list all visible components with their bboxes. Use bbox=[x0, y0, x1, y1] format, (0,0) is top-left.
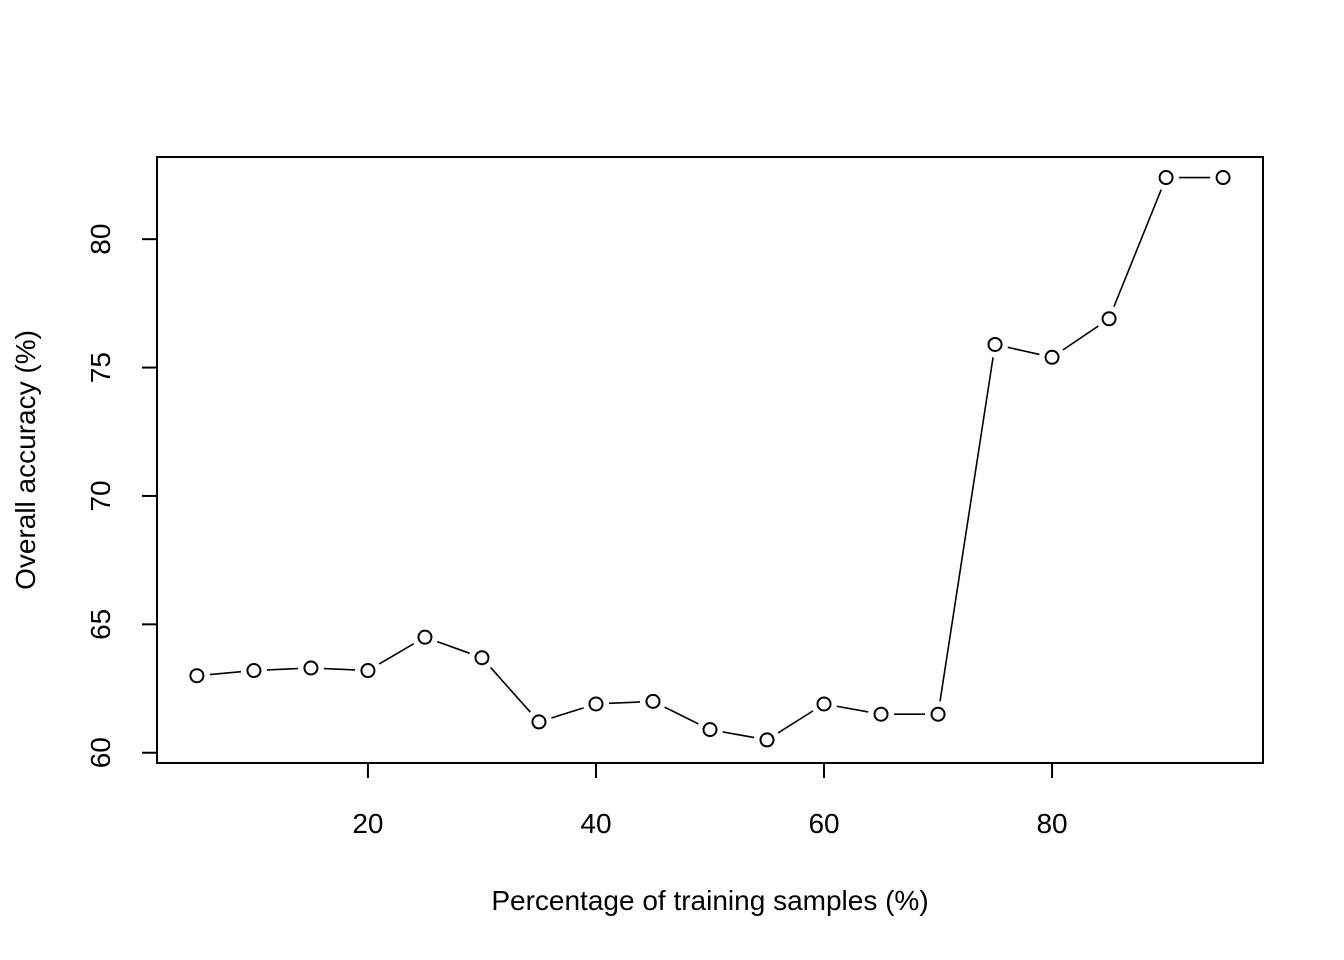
data-point bbox=[1215, 170, 1231, 186]
data-point bbox=[930, 706, 946, 722]
data-point bbox=[1101, 311, 1117, 327]
series-segment bbox=[1062, 325, 1099, 351]
series-segment bbox=[323, 667, 355, 671]
data-point bbox=[531, 714, 547, 730]
x-axis-title: Percentage of training samples (%) bbox=[491, 885, 928, 916]
data-point bbox=[1044, 349, 1060, 365]
series-segment bbox=[436, 640, 470, 655]
data-point bbox=[702, 722, 718, 738]
series-segment bbox=[1007, 346, 1040, 356]
y-tick-label: 70 bbox=[85, 480, 116, 511]
data-point bbox=[645, 693, 661, 709]
series-points bbox=[189, 170, 1231, 748]
data-point bbox=[873, 706, 889, 722]
y-axis-title: Overall accuracy (%) bbox=[10, 330, 41, 590]
data-point bbox=[303, 660, 319, 676]
data-point bbox=[417, 629, 433, 645]
plot-frame bbox=[156, 156, 1264, 764]
x-axis: 20 40 60 80 bbox=[352, 762, 1068, 839]
y-tick-label: 65 bbox=[85, 609, 116, 640]
y-tick-label: 60 bbox=[85, 737, 116, 768]
x-tick-label: 40 bbox=[580, 808, 611, 839]
data-point bbox=[474, 650, 490, 666]
x-tick-label: 20 bbox=[352, 808, 383, 839]
y-axis: 60 65 70 75 80 bbox=[85, 224, 158, 768]
data-point bbox=[987, 336, 1003, 352]
series-segment bbox=[378, 643, 415, 665]
series-segment bbox=[489, 666, 531, 713]
series-segment bbox=[836, 705, 869, 713]
series-segment bbox=[722, 731, 755, 739]
data-point bbox=[189, 668, 205, 684]
series-segment bbox=[608, 701, 641, 705]
x-tick-label: 80 bbox=[1036, 808, 1067, 839]
series-segment bbox=[939, 357, 994, 702]
x-tick-label: 60 bbox=[808, 808, 839, 839]
series-segment bbox=[664, 706, 699, 725]
y-tick-label: 80 bbox=[85, 224, 116, 255]
data-point bbox=[816, 696, 832, 712]
data-point bbox=[759, 732, 775, 748]
data-point bbox=[588, 696, 604, 712]
data-point bbox=[360, 663, 376, 679]
series-line-segments bbox=[209, 176, 1211, 739]
y-tick-label: 75 bbox=[85, 352, 116, 383]
series-segment bbox=[266, 667, 298, 671]
series-segment bbox=[209, 670, 242, 676]
series-segment bbox=[551, 707, 584, 719]
series-segment bbox=[777, 710, 814, 734]
data-point bbox=[246, 663, 262, 679]
series-segment bbox=[1113, 189, 1162, 308]
data-point bbox=[1158, 170, 1174, 186]
